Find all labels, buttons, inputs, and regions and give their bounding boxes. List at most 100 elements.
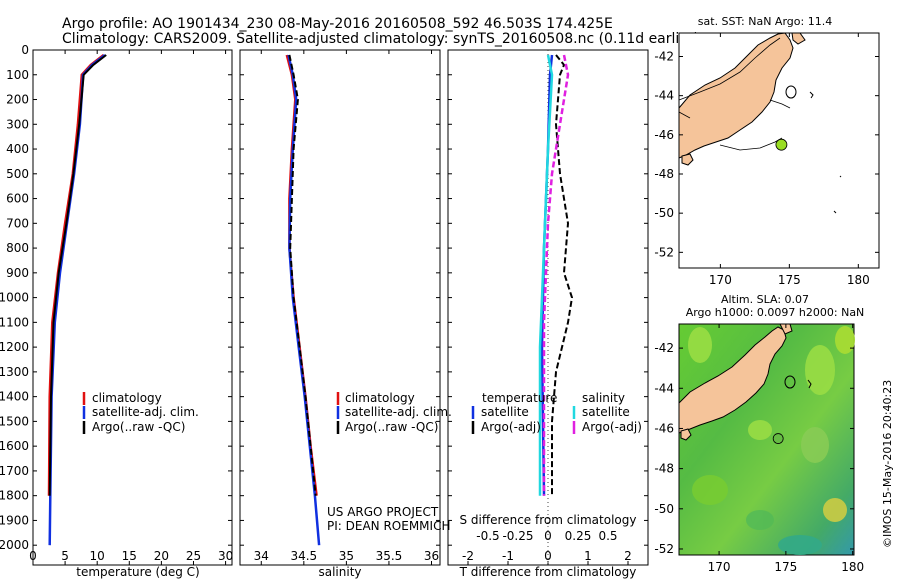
x-tick-label-T: 1 xyxy=(584,549,592,563)
salinity-x-axis: 34 34.5 35 35.5 36 xyxy=(254,50,439,565)
depth-tick-label: 2000 xyxy=(0,538,29,552)
sst-map-title: sat. SST: NaN Argo: 11.4 xyxy=(698,15,832,28)
depth-tick-label: 1100 xyxy=(0,315,29,329)
header-line-2: Climatology: CARS2009. Satellite-adjuste… xyxy=(62,31,699,47)
map-y-tick-label: -42 xyxy=(654,341,674,355)
x-tick-label-T: 2 xyxy=(624,549,632,563)
depth-tick-label: 600 xyxy=(6,192,29,206)
temperature-series xyxy=(47,54,107,546)
island-speck xyxy=(839,175,842,178)
legend-label-satellite: satellite-adj. clim. xyxy=(345,405,452,419)
legend-label-climatology: climatology xyxy=(92,391,162,405)
x-tick-label: 20 xyxy=(154,549,169,563)
legend-title-salinity: salinity xyxy=(582,391,625,405)
sla-patch xyxy=(823,498,847,522)
depth-tick-label: 100 xyxy=(6,68,29,82)
depth-tick-label: 1000 xyxy=(0,291,29,305)
map-y-tick-label: -52 xyxy=(654,245,674,259)
x-tick-label-S: 0.25 xyxy=(565,529,592,543)
project-name: US ARGO PROJECT xyxy=(327,505,439,519)
depth-tick-label: 0 xyxy=(21,43,29,57)
north-island-tip-land xyxy=(791,32,806,45)
temperature-x-axis: 0 5 10 15 20 25 30 xyxy=(29,50,233,565)
legend-label-argo: Argo(..raw -QC) xyxy=(345,420,438,434)
difference-x-axis: -2 -1 0 1 2 -0.5 -0.25 0 0.25 0.5 xyxy=(462,50,632,565)
depth-tick-label: 1800 xyxy=(0,489,29,503)
header-line-1: Argo profile: AO 1901434_230 08-May-2016… xyxy=(62,16,613,32)
south-island-land xyxy=(678,32,794,159)
legend-label-satellite: satellite-adj. clim. xyxy=(92,405,199,419)
series-line-salinity-satellite xyxy=(538,54,554,496)
map-y-tick-label: -44 xyxy=(654,89,674,103)
sla-patch xyxy=(835,326,855,354)
depth-tick-label: 1500 xyxy=(0,414,29,428)
legend-label-t-satellite: satellite xyxy=(481,405,529,419)
argo-float-marker xyxy=(772,433,784,444)
sla-heatmap-blobs xyxy=(688,326,855,555)
x-tick-label-T: 0 xyxy=(544,549,552,563)
x-tick-label: 25 xyxy=(186,549,201,563)
x-tick-label: 34 xyxy=(254,549,269,563)
x-tick-label-S: -0.5 xyxy=(476,529,499,543)
depth-tick-label: 1300 xyxy=(0,365,29,379)
sst-map-axes: 170 175 180 -42 -44 -46 -48 -50 -52 xyxy=(654,33,879,287)
stewart-island-land xyxy=(680,428,692,441)
south-island-land xyxy=(678,326,787,434)
x-tick-label: 34.5 xyxy=(290,549,317,563)
depth-tick-label: 900 xyxy=(6,266,29,280)
sla-patch xyxy=(688,327,712,363)
depth-axis: 0 100 200 300 400 500 600 700 800 900 1000 1100 1200… xyxy=(0,43,648,552)
argo-float-marker xyxy=(775,138,788,151)
depth-tick-label: 1700 xyxy=(0,464,29,478)
island-outline-small xyxy=(809,91,814,99)
depth-tick-label: 300 xyxy=(6,117,29,131)
depth-tick-label: 1900 xyxy=(0,513,29,527)
legend-label-s-argo: Argo(-adj) xyxy=(582,420,642,434)
series-line-argo-raw-qc- xyxy=(288,54,317,496)
depth-tick-label: 200 xyxy=(6,93,29,107)
difference-x-label-T: T difference from climatology xyxy=(459,565,637,579)
stewart-island-land xyxy=(681,153,694,166)
map-y-tick-label: -48 xyxy=(654,167,674,181)
sla-map-axes: 170 175 180 -42 -44 -46 -48 -50 -52 xyxy=(654,324,864,574)
map-x-tick-label: 180 xyxy=(841,560,864,574)
map-y-tick-label: -44 xyxy=(654,381,674,395)
legend-label-climatology: climatology xyxy=(345,391,415,405)
sla-map-title: Altim. SLA: 0.07 xyxy=(721,293,809,306)
map-x-tick-label: 175 xyxy=(774,560,797,574)
x-tick-label: 36 xyxy=(424,549,439,563)
sla-patch xyxy=(692,475,728,505)
sla-patch xyxy=(746,510,774,530)
depth-tick-label: 1400 xyxy=(0,390,29,404)
map-y-tick-label: -50 xyxy=(654,206,674,220)
salinity-panel xyxy=(239,49,441,566)
salinity-x-label: salinity xyxy=(318,565,361,579)
map-x-tick-label: 175 xyxy=(778,273,801,287)
sst-map-land xyxy=(678,32,842,214)
x-tick-label: 35.5 xyxy=(376,549,403,563)
difference-legend: temperature salinity satellite Argo(-adj… xyxy=(471,391,642,434)
sla-map-land xyxy=(678,323,812,441)
sla-map-subtitle: Argo h1000: 0.0097 h2000: NaN xyxy=(686,306,865,319)
legend-label-argo: Argo(..raw -QC) xyxy=(92,420,185,434)
sla-patch xyxy=(801,427,829,463)
sla-patch xyxy=(748,420,772,440)
salinity-series xyxy=(285,54,321,546)
map-x-tick-label: 170 xyxy=(709,273,732,287)
island-speck xyxy=(833,210,837,214)
project-pi: PI: DEAN ROEMMICH xyxy=(327,519,450,533)
bathymetry-contour xyxy=(678,37,791,151)
depth-tick-label: 400 xyxy=(6,142,29,156)
difference-series xyxy=(538,54,574,496)
legend-label-t-argo: Argo(-adj) xyxy=(481,420,541,434)
map-y-tick-label: -50 xyxy=(654,502,674,516)
map-x-tick-label: 180 xyxy=(847,273,870,287)
imos-timestamp: ©IMOS 15-May-2016 20:40:23 xyxy=(881,380,894,548)
depth-tick-label: 1200 xyxy=(0,340,29,354)
salinity-legend: climatology satellite-adj. clim. Argo(..… xyxy=(336,391,452,434)
temperature-x-label: temperature (deg C) xyxy=(76,565,199,579)
x-tick-label-T: -1 xyxy=(502,549,514,563)
x-tick-label-T: -2 xyxy=(462,549,474,563)
series-line-argo-raw-qc- xyxy=(48,54,107,496)
